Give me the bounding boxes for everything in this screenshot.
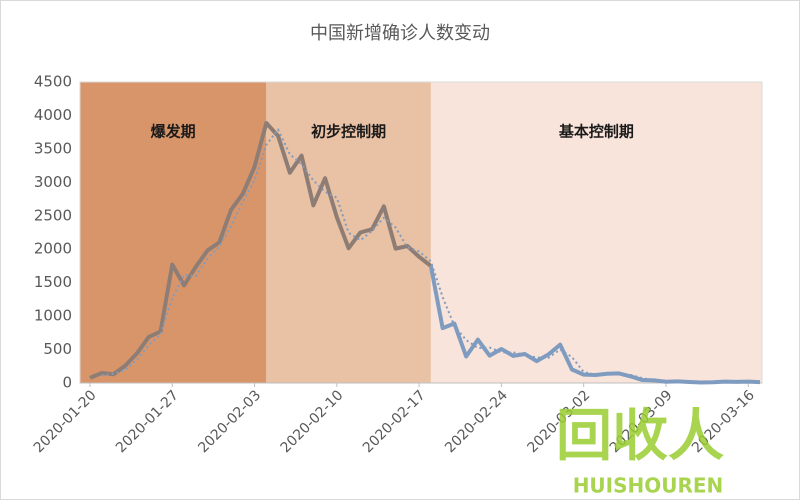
phase-label: 基本控制期	[558, 123, 634, 141]
y-tick-label: 1500	[34, 273, 72, 291]
phase-region	[266, 82, 431, 383]
y-tick-label: 3000	[34, 173, 72, 191]
trend-line	[101, 128, 761, 384]
y-tick-label: 4500	[34, 73, 72, 91]
y-tick-label: 0	[62, 374, 72, 392]
y-tick-label: 500	[43, 340, 72, 358]
y-tick-label: 1000	[34, 307, 72, 325]
y-tick-label: 4000	[34, 106, 72, 124]
y-tick-label: 2000	[34, 240, 72, 258]
y-tick-label: 3500	[34, 139, 72, 157]
watermark-logo: 回收人	[556, 404, 724, 469]
phase-region	[430, 82, 762, 383]
phase-label: 初步控制期	[311, 123, 386, 141]
chart-title: 中国新增确诊人数变动	[310, 23, 490, 44]
phase-region	[80, 82, 267, 383]
phase-label: 爆发期	[151, 123, 196, 141]
data-line	[89, 121, 433, 380]
y-tick-label: 2500	[34, 206, 72, 224]
watermark-text: HUISHOUREN	[573, 474, 724, 498]
